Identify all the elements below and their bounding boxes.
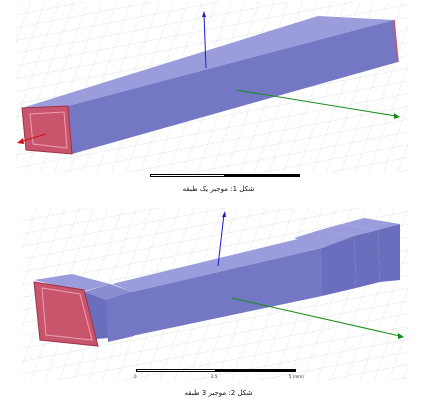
far-step-3-side bbox=[378, 224, 400, 282]
near-step-2-top bbox=[84, 284, 132, 300]
figure-2-caption: شکل 2: موجبر 3 طبقه bbox=[184, 389, 253, 397]
near-step-1-top bbox=[34, 274, 110, 292]
middle-section-side bbox=[132, 248, 322, 336]
scale-bar-1-dark-segment bbox=[225, 174, 300, 177]
port-inner-rim bbox=[41, 287, 93, 341]
scale-bar-1-light-segment bbox=[150, 174, 225, 177]
port-face bbox=[21, 105, 73, 155]
three-stage-waveguide-drawing bbox=[22, 208, 408, 380]
figure-1-panel bbox=[16, 2, 408, 172]
waveguide-top-face bbox=[22, 16, 394, 108]
scale-bar-2-light-segment bbox=[136, 369, 216, 372]
near-step-2-side bbox=[106, 292, 134, 342]
far-step-2-side bbox=[354, 230, 380, 288]
port-face bbox=[33, 281, 99, 347]
x-axis-arrow-icon bbox=[398, 333, 404, 339]
scale-bar-1 bbox=[150, 174, 300, 178]
figure-2-panel bbox=[22, 208, 408, 380]
middle-section-top bbox=[112, 238, 322, 292]
y-axis-line bbox=[203, 13, 207, 69]
waveguide-side-face bbox=[68, 20, 398, 154]
x-axis-line bbox=[235, 89, 397, 117]
scale-tick-0: 0 bbox=[134, 374, 137, 379]
single-stage-waveguide-drawing bbox=[16, 2, 408, 172]
far-step-1-side bbox=[322, 236, 356, 296]
y-axis-arrow-icon bbox=[222, 211, 226, 217]
z-axis-arrow-icon bbox=[17, 138, 24, 144]
x-axis-arrow-icon bbox=[394, 113, 400, 119]
y-axis-line bbox=[217, 213, 225, 267]
scale-tick-5-mm: 5 (mm) bbox=[289, 374, 304, 379]
port-inner-rim bbox=[29, 111, 68, 149]
scale-bar-2 bbox=[136, 369, 296, 373]
y-axis-arrow-icon bbox=[202, 11, 206, 17]
far-step-3-top bbox=[342, 218, 400, 230]
far-step-1-top bbox=[294, 230, 354, 248]
far-step-2-top bbox=[320, 224, 378, 236]
figure-1-caption: شکل 1: موجبر یک طبقه bbox=[182, 185, 255, 193]
x-axis-line bbox=[231, 297, 401, 337]
scale-tick-2-5: 2.5 bbox=[211, 374, 218, 379]
scale-bar-2-dark-segment bbox=[216, 369, 296, 372]
z-axis-line bbox=[19, 133, 47, 143]
far-end-edge bbox=[393, 19, 399, 63]
